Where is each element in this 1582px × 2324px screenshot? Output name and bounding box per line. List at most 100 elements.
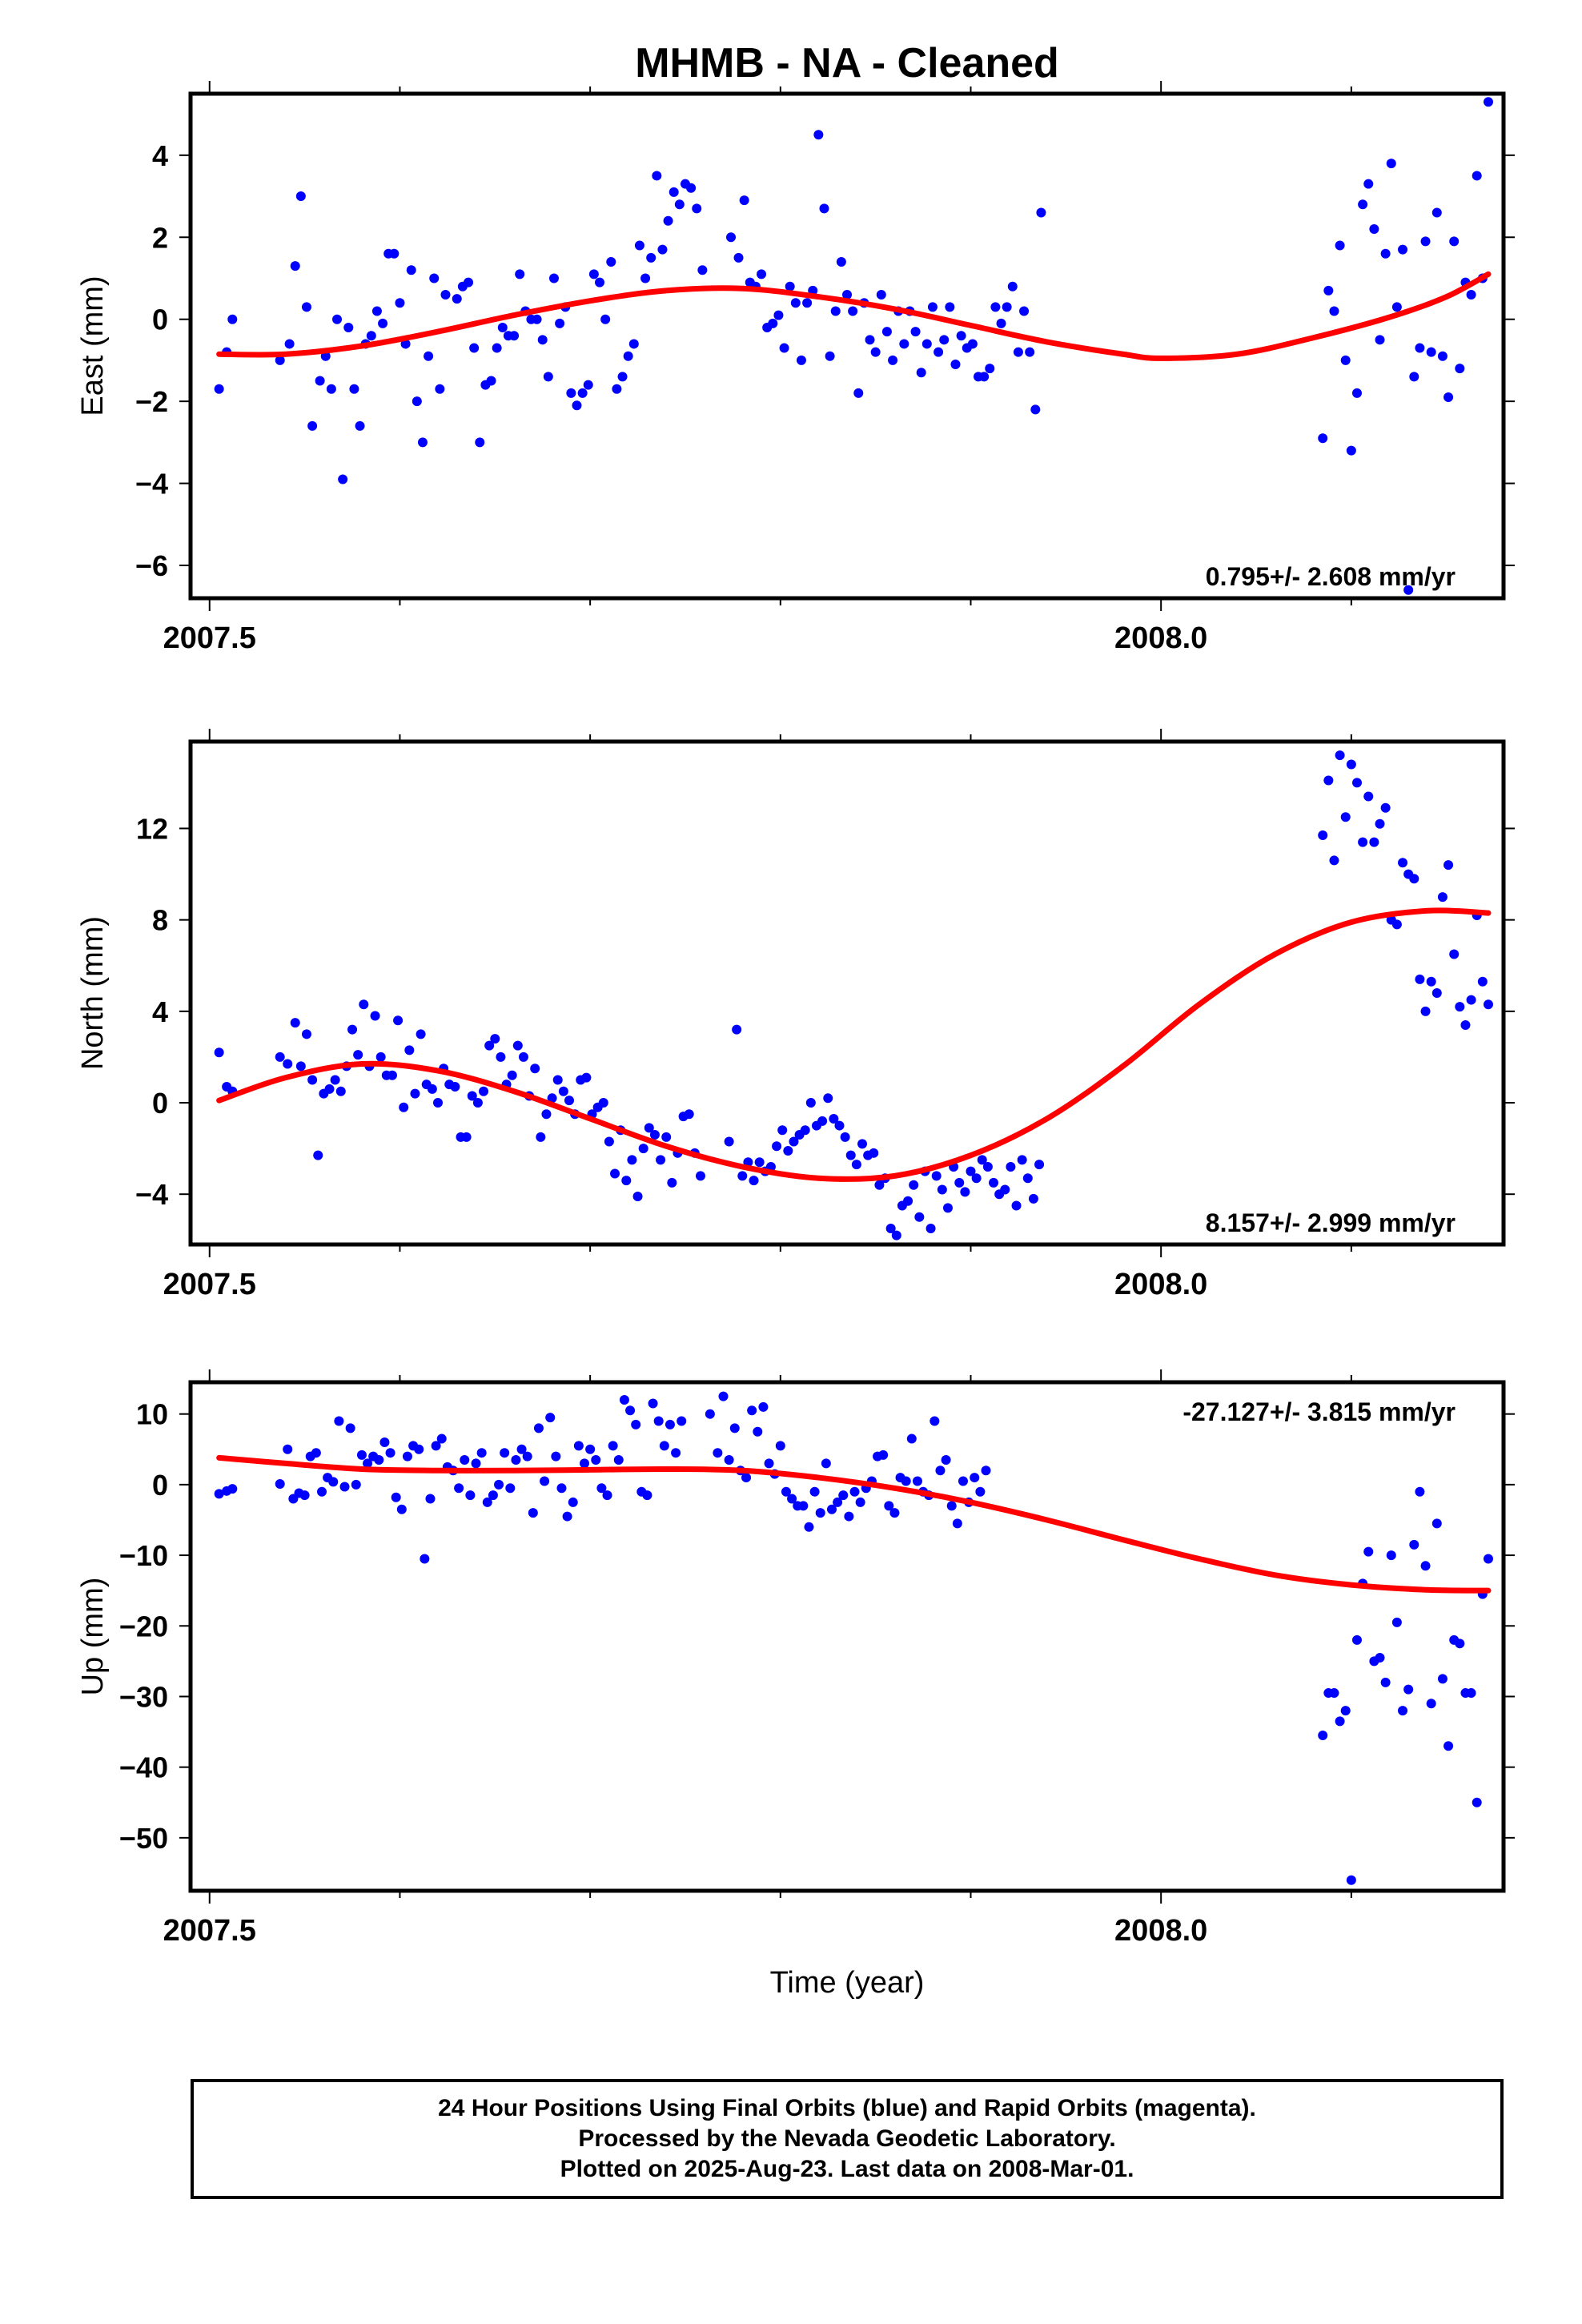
- data-point: [1466, 289, 1476, 300]
- footer-info-box: 24 Hour Positions Using Final Orbits (bl…: [191, 2079, 1504, 2199]
- rate-label: -27.127+/- 3.815 mm/yr: [1182, 1397, 1456, 1426]
- data-point: [301, 1029, 311, 1039]
- plot-area: [214, 97, 1493, 595]
- data-point: [572, 400, 582, 411]
- x-axis-label: Time (year): [770, 1966, 925, 2000]
- data-point: [429, 273, 440, 283]
- data-point: [855, 1497, 865, 1507]
- data-point: [836, 257, 846, 267]
- data-point: [461, 1132, 472, 1142]
- data-point: [656, 1155, 666, 1165]
- data-point: [800, 1125, 810, 1136]
- data-point: [516, 1444, 527, 1454]
- data-point: [1036, 207, 1046, 218]
- data-point: [821, 1458, 831, 1469]
- data-point: [1019, 306, 1030, 316]
- data-point: [536, 1132, 546, 1142]
- data-point: [307, 1075, 318, 1085]
- data-point: [532, 314, 542, 324]
- data-point: [391, 1492, 401, 1502]
- x-tick-label: 2007.5: [163, 621, 256, 655]
- data-point: [640, 273, 651, 283]
- data-point: [775, 1441, 785, 1451]
- data-point: [275, 1051, 285, 1062]
- data-point: [356, 1449, 367, 1460]
- data-point: [899, 339, 909, 349]
- data-point: [530, 1063, 540, 1074]
- data-point: [512, 1040, 523, 1051]
- data-point: [591, 1455, 601, 1466]
- data-point: [393, 1015, 404, 1026]
- y-tick-label: 8: [152, 904, 168, 937]
- data-point: [1415, 1486, 1425, 1497]
- data-point: [606, 257, 616, 267]
- data-point: [805, 1098, 816, 1108]
- data-point: [954, 1177, 965, 1188]
- data-point: [781, 1486, 791, 1497]
- data-point: [809, 1486, 820, 1497]
- data-point: [1409, 1539, 1419, 1550]
- y-tick-label: 2: [152, 221, 168, 254]
- data-point: [881, 327, 892, 337]
- data-point: [1455, 364, 1465, 374]
- data-point: [497, 322, 508, 332]
- data-point: [1000, 1184, 1010, 1195]
- data-point: [507, 1070, 517, 1080]
- data-point: [941, 1455, 951, 1466]
- data-point: [1391, 919, 1402, 930]
- data-point: [450, 1082, 460, 1092]
- trend-fit-line: [216, 907, 1492, 1182]
- data-point: [1443, 860, 1454, 870]
- data-point: [1351, 388, 1362, 398]
- x-tick-label: 2008.0: [1114, 1268, 1207, 1301]
- data-point: [275, 355, 285, 365]
- data-point: [857, 1139, 868, 1149]
- data-point: [315, 376, 325, 386]
- data-point: [566, 388, 576, 398]
- data-point: [844, 1511, 854, 1522]
- data-point: [432, 1098, 443, 1108]
- data-point: [416, 1029, 426, 1039]
- rate-label: 8.157+/- 2.999 mm/yr: [1206, 1208, 1456, 1237]
- data-point: [628, 339, 639, 349]
- y-tick-label: −50: [119, 1822, 168, 1855]
- data-point: [726, 232, 737, 243]
- data-point: [290, 1018, 300, 1028]
- data-point: [467, 1091, 477, 1101]
- y-tick-label: 12: [136, 812, 168, 845]
- data-point: [916, 368, 926, 378]
- y-tick-label: −30: [119, 1680, 168, 1713]
- data-point: [1329, 855, 1339, 866]
- data-point: [1483, 1554, 1493, 1564]
- data-point: [1449, 949, 1460, 959]
- data-point: [343, 322, 354, 332]
- data-point: [414, 1444, 424, 1454]
- data-point: [494, 1479, 504, 1490]
- data-point: [1386, 1550, 1396, 1561]
- data-point: [399, 1102, 409, 1112]
- data-point: [1375, 818, 1385, 829]
- data-point: [472, 1098, 483, 1108]
- data-point: [613, 1455, 624, 1466]
- data-point: [665, 1419, 675, 1429]
- data-point: [966, 1166, 976, 1176]
- data-point: [295, 1061, 306, 1072]
- data-point: [889, 1508, 900, 1518]
- data-point: [619, 1395, 629, 1405]
- data-point: [379, 1437, 390, 1447]
- y-tick-label: −40: [119, 1751, 168, 1784]
- data-point: [374, 1455, 384, 1466]
- y-tick-label: −20: [119, 1610, 168, 1642]
- data-point: [796, 355, 806, 365]
- data-point: [564, 1096, 574, 1106]
- data-point: [729, 1423, 740, 1433]
- data-point: [686, 183, 697, 193]
- data-point: [849, 1486, 860, 1497]
- figure-title: MHMB - NA - Cleaned: [635, 40, 1059, 86]
- plot-area: [214, 1391, 1493, 1885]
- data-point: [612, 384, 622, 394]
- data-point: [1358, 199, 1368, 210]
- axes-frame: [188, 739, 1506, 1247]
- data-point: [1420, 1561, 1431, 1571]
- data-point: [1335, 240, 1345, 251]
